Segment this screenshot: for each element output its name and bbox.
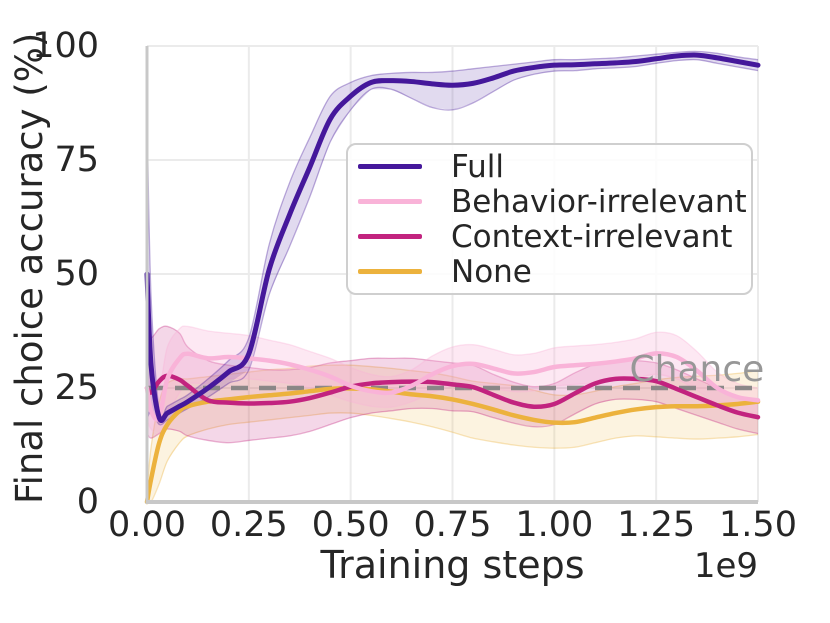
y-tick-label: 100 (32, 26, 99, 66)
x-tick-label: 1.00 (515, 505, 594, 545)
legend-item-context-irrelevant: Context-irrelevant (358, 219, 751, 254)
y-tick-label: 0 (76, 482, 99, 522)
legend: Full Behavior-irrelevant Context-irrelev… (346, 143, 753, 295)
y-tick-label: 25 (54, 368, 99, 408)
y-tick-label: 50 (54, 254, 99, 294)
x-axis-offset-label: 1e9 (693, 546, 758, 586)
x-tick-label: 0.25 (209, 505, 288, 545)
y-tick-label: 75 (54, 140, 99, 180)
series-lines (144, 52, 761, 505)
y-axis-label: Final choice accuracy (%) (8, 32, 51, 504)
legend-label-behavior-irrelevant: Behavior-irrelevant (451, 183, 747, 220)
legend-line-swatch-none (358, 269, 422, 274)
legend-label-context-irrelevant: Context-irrelevant (451, 218, 733, 255)
legend-item-behavior-irrelevant: Behavior-irrelevant (358, 184, 751, 219)
legend-label-none: None (451, 253, 532, 290)
x-axis-label: Training steps (320, 543, 585, 587)
axis-spines (145, 46, 758, 504)
legend-item-full: Full (358, 149, 751, 184)
x-tick-label: 0.50 (311, 505, 390, 545)
legend-label-full: Full (451, 148, 505, 185)
chance-label: Chance (629, 349, 765, 390)
x-tick-label: 1.50 (719, 505, 797, 545)
legend-line-swatch-behavior-irrelevant (358, 199, 422, 204)
x-tick-label: 1.25 (617, 505, 696, 545)
legend-line-swatch-full (358, 164, 422, 169)
legend-item-none: None (358, 254, 751, 289)
x-tick-label: 0.75 (413, 505, 492, 545)
legend-line-swatch-context-irrelevant (358, 234, 422, 239)
x-tick-label: 0.00 (108, 505, 186, 545)
